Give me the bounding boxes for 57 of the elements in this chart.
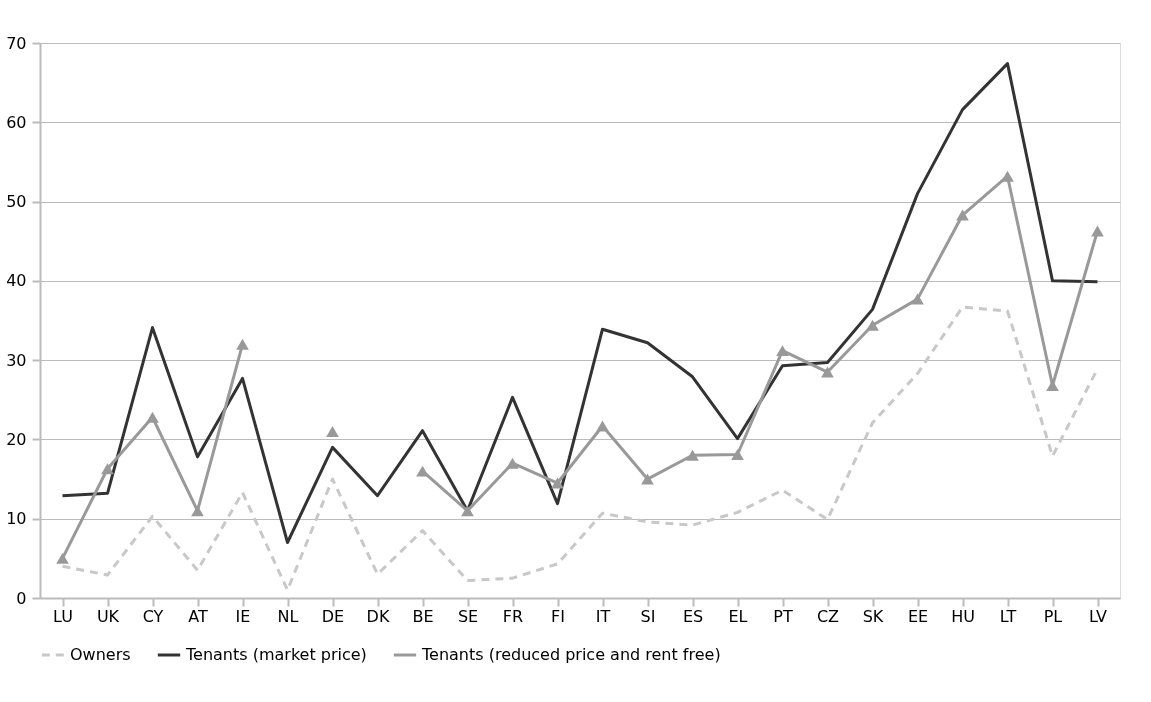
- x-tick-label: CY: [142, 606, 164, 626]
- point: [911, 293, 924, 305]
- x-tick-label: PL: [1043, 606, 1063, 626]
- x-tick-label: SI: [640, 606, 656, 626]
- point: [686, 449, 699, 461]
- point: [101, 463, 114, 475]
- x-tick-label: NL: [277, 606, 299, 626]
- legend-label: Owners: [70, 645, 131, 664]
- point: [191, 505, 204, 517]
- x-tick-label: LV: [1088, 606, 1108, 626]
- point: [416, 465, 429, 477]
- x-tick-label: PT: [773, 606, 793, 626]
- point: [326, 426, 339, 437]
- point: [551, 477, 564, 489]
- y-tick-label: 30: [6, 350, 27, 370]
- point: [731, 449, 744, 460]
- x-tick-label: BE: [412, 606, 434, 626]
- x-tick-label: FI: [551, 606, 565, 626]
- x-tick-label: IE: [235, 606, 251, 626]
- point: [596, 420, 609, 432]
- x-tick-label: SK: [862, 606, 884, 626]
- point: [56, 552, 69, 564]
- y-tick-label: 20: [6, 429, 27, 449]
- line-series: [61, 305, 1099, 592]
- x-tick-label: FR: [502, 606, 524, 626]
- x-tick-label: HU: [951, 606, 975, 626]
- legend-label: Tenants (market price): [185, 645, 367, 664]
- x-tick-label: EE: [907, 606, 929, 626]
- x-tick-label: ES: [682, 606, 704, 626]
- point: [641, 473, 654, 485]
- y-tick-label: 40: [6, 271, 27, 291]
- x-tick-label: IT: [595, 606, 611, 626]
- point: [461, 505, 474, 517]
- x-tick-label: LT: [999, 606, 1017, 626]
- x-tick-label: EL: [728, 606, 748, 626]
- y-tick-label: 60: [6, 112, 27, 132]
- point: [866, 319, 879, 331]
- y-tick-label: 0: [16, 588, 27, 608]
- y-tick-label: 70: [6, 33, 27, 53]
- point: [956, 209, 969, 221]
- x-tick-label: LU: [53, 606, 73, 626]
- point: [821, 366, 834, 378]
- point: [506, 457, 519, 469]
- y-tick-label: 10: [6, 509, 27, 529]
- x-tick-label: DE: [321, 606, 345, 626]
- point: [776, 345, 789, 357]
- x-tick-label: SE: [457, 606, 479, 626]
- x-tick-label: CZ: [816, 606, 840, 626]
- point: [146, 411, 159, 423]
- x-tick-label: UK: [96, 606, 120, 626]
- point: [1091, 225, 1104, 237]
- x-tick-label: AT: [188, 606, 208, 626]
- y-tick-label: 50: [6, 192, 27, 212]
- point: [236, 338, 249, 350]
- line-series: [61, 62, 1099, 544]
- legend-label: Tenants (reduced price and rent free): [421, 645, 721, 664]
- x-tick-label: DK: [366, 606, 390, 626]
